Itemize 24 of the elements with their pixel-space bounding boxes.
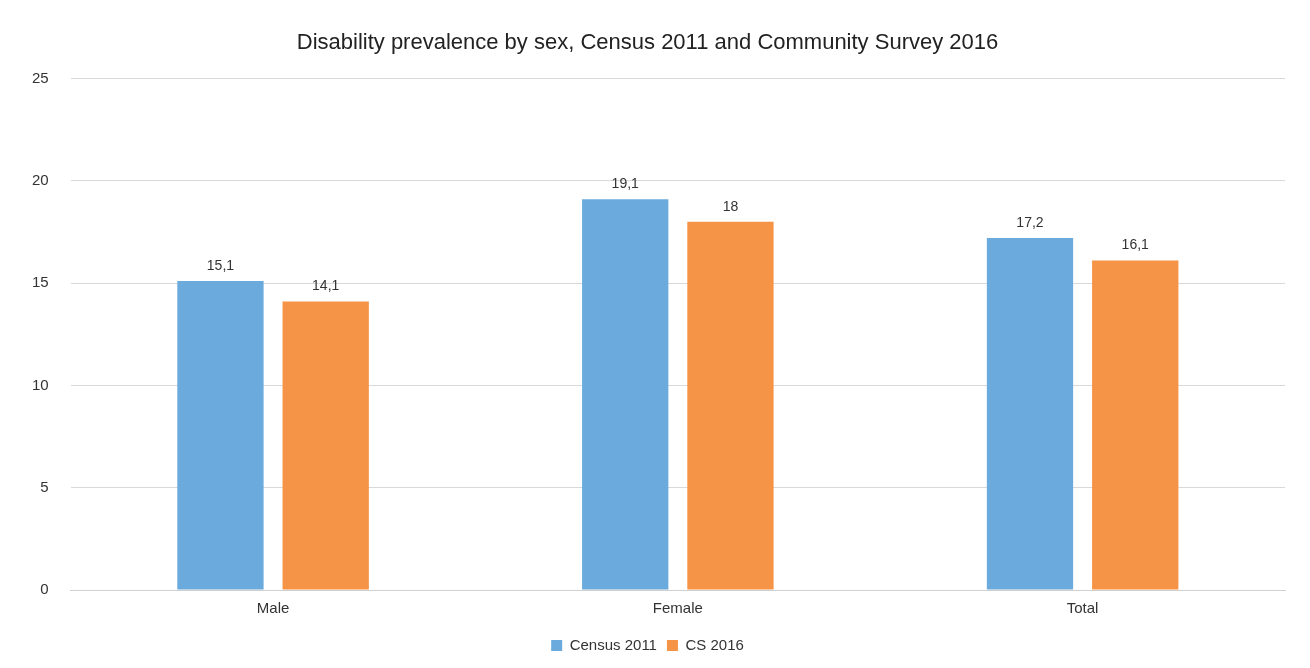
x-tick-label: Male xyxy=(256,599,290,617)
bar xyxy=(1092,260,1179,590)
y-tick-label: 25 xyxy=(32,68,49,86)
y-tick-label: 20 xyxy=(32,170,49,188)
chart-title: Disability prevalence by sex, Census 2011 and Community Survey 2016 xyxy=(296,29,999,55)
y-tick-label: 0 xyxy=(40,580,49,598)
bar xyxy=(986,238,1074,590)
data-label: 14,1 xyxy=(312,277,340,294)
y-tick-label: 10 xyxy=(32,375,49,393)
legend-label: CS 2016 xyxy=(685,635,744,653)
data-label: 18 xyxy=(722,197,739,214)
y-tick-label: 15 xyxy=(32,273,49,291)
bar xyxy=(582,199,669,590)
y-tick-label: 5 xyxy=(40,477,49,495)
bar xyxy=(282,301,369,590)
data-label: 16,1 xyxy=(1121,236,1150,253)
data-label: 15,1 xyxy=(206,256,235,273)
data-label: 19,1 xyxy=(611,175,640,191)
bar xyxy=(687,221,774,590)
bar xyxy=(177,280,264,590)
x-tick-label: Total xyxy=(1066,599,1099,617)
data-label: 17,2 xyxy=(1016,213,1044,230)
x-tick-label: Female xyxy=(652,599,703,617)
legend-label: Census 2011 xyxy=(569,635,657,653)
